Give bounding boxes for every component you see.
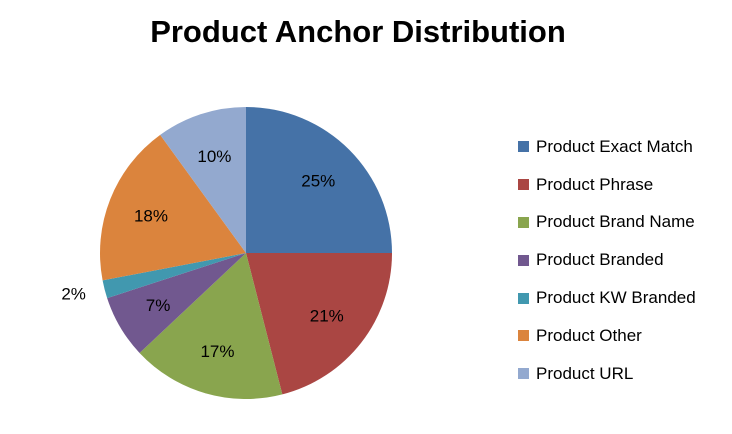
data-label: 25% <box>301 172 335 191</box>
pie-slice-product-phrase <box>246 253 393 395</box>
legend-item: Product Other <box>518 317 696 355</box>
legend-label: Product Branded <box>536 250 664 270</box>
pie-slice-product-kw-branded <box>102 253 246 299</box>
legend: Product Exact Match Product Phrase Product… <box>518 128 696 393</box>
legend-swatch <box>518 254 529 266</box>
legend-label: Product URL <box>536 363 634 383</box>
legend-swatch <box>518 216 529 228</box>
pie-slice-product-other <box>99 134 246 281</box>
pie-slice-product-brand-name <box>139 253 283 399</box>
data-label: 21% <box>310 307 344 326</box>
data-label: 10% <box>197 147 231 166</box>
legend-item: Product Branded <box>518 241 696 279</box>
legend-swatch <box>518 179 529 191</box>
legend-item: Product Phrase <box>518 166 696 204</box>
legend-swatch <box>518 292 529 304</box>
legend-label: Product KW Branded <box>536 288 696 308</box>
pie-slice-product-exact-match <box>246 107 392 253</box>
legend-swatch <box>518 330 529 342</box>
pie-slice-product-url <box>160 107 246 253</box>
data-label: 2% <box>61 285 86 304</box>
legend-item: Product Exact Match <box>518 128 696 166</box>
chart-title: Product Anchor Distribution <box>150 14 566 49</box>
legend-item: Product URL <box>518 355 696 393</box>
legend-label: Product Other <box>536 325 642 345</box>
legend-swatch <box>518 368 529 380</box>
data-label: 17% <box>200 342 234 361</box>
legend-label: Product Brand Name <box>536 212 695 232</box>
pie-slice-product-branded <box>107 253 246 353</box>
legend-swatch <box>518 141 529 153</box>
data-label: 7% <box>146 296 171 315</box>
legend-label: Product Exact Match <box>536 136 693 156</box>
legend-label: Product Phrase <box>536 174 654 194</box>
legend-item: Product KW Branded <box>518 279 696 317</box>
legend-item: Product Brand Name <box>518 204 696 242</box>
data-label: 18% <box>134 206 168 225</box>
